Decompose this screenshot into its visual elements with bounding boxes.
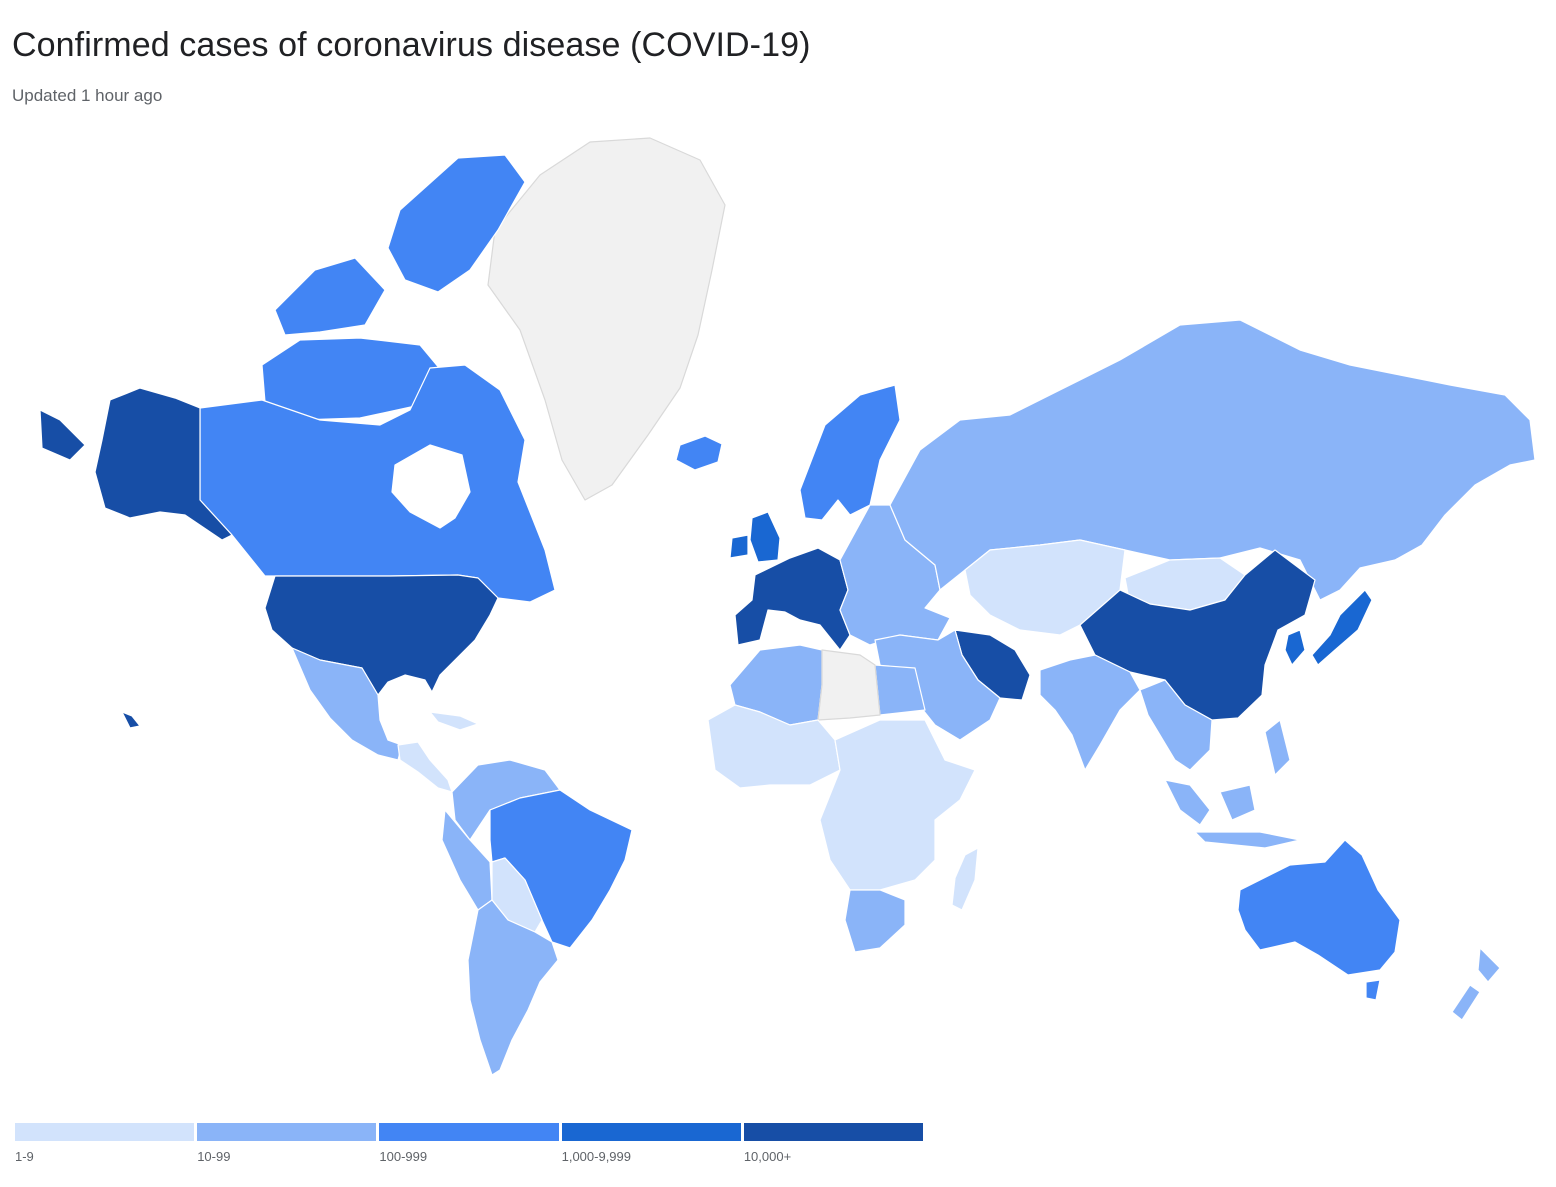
region-united-states[interactable] xyxy=(121,711,141,729)
region-iceland[interactable] xyxy=(675,435,723,471)
legend-label: 10,000+ xyxy=(743,1149,792,1164)
region-scandinavia[interactable] xyxy=(799,384,901,521)
legend-item: 10,000+ xyxy=(743,1123,924,1173)
region-india[interactable] xyxy=(1039,654,1141,771)
region-korea[interactable] xyxy=(1284,629,1306,666)
region-western-europe[interactable] xyxy=(734,547,851,651)
legend-item: 1-9 xyxy=(15,1123,195,1173)
region-new-zealand[interactable] xyxy=(1477,947,1501,983)
legend-label: 100-999 xyxy=(379,1149,428,1164)
legend-swatch xyxy=(15,1123,195,1141)
page-title: Confirmed cases of coronavirus disease (… xyxy=(12,26,811,64)
region-libya[interactable] xyxy=(817,649,881,721)
region-canadian-arctic-islands[interactable] xyxy=(387,154,526,293)
legend-item: 10-99 xyxy=(197,1123,377,1173)
region-australia[interactable] xyxy=(1237,839,1401,976)
world-map[interactable] xyxy=(0,120,1556,1100)
region-indonesia[interactable] xyxy=(1164,779,1211,826)
legend-swatch xyxy=(561,1123,741,1141)
region-indonesia[interactable] xyxy=(1194,831,1301,849)
legend-swatch xyxy=(743,1123,924,1141)
legend-label: 1,000-9,999 xyxy=(561,1149,632,1164)
region-indonesia[interactable] xyxy=(1264,719,1291,776)
legend-swatch xyxy=(379,1123,559,1141)
legend-label: 10-99 xyxy=(197,1149,231,1164)
region-madagascar[interactable] xyxy=(951,847,979,911)
legend-item: 100-999 xyxy=(379,1123,559,1173)
region-new-zealand[interactable] xyxy=(1451,984,1481,1021)
region-central-america[interactable] xyxy=(397,741,453,793)
region-australia[interactable] xyxy=(1365,979,1381,1001)
region-united-kingdom[interactable] xyxy=(729,534,749,559)
region-japan[interactable] xyxy=(1311,589,1373,666)
region-central-africa[interactable] xyxy=(819,719,976,891)
region-canadian-arctic-islands[interactable] xyxy=(274,257,386,336)
region-alaska[interactable] xyxy=(39,409,86,461)
region-alaska[interactable] xyxy=(94,387,233,541)
region-southeast-asia[interactable] xyxy=(1139,679,1213,771)
region-united-states[interactable] xyxy=(264,574,499,696)
region-united-kingdom[interactable] xyxy=(749,511,781,563)
legend-label: 1-9 xyxy=(15,1149,34,1164)
region-south-africa[interactable] xyxy=(844,889,906,953)
updated-timestamp: Updated 1 hour ago xyxy=(12,86,163,105)
legend: 1-9 10-99 100-999 1,000-9,999 10,000+ xyxy=(15,1123,924,1173)
region-indonesia[interactable] xyxy=(1219,784,1256,821)
legend-swatch xyxy=(197,1123,377,1141)
region-central-america[interactable] xyxy=(429,711,479,731)
region-argentina-chile[interactable] xyxy=(467,899,559,1076)
hudson-bay xyxy=(391,444,471,529)
legend-item: 1,000-9,999 xyxy=(561,1123,741,1173)
region-greenland[interactable] xyxy=(487,137,726,501)
